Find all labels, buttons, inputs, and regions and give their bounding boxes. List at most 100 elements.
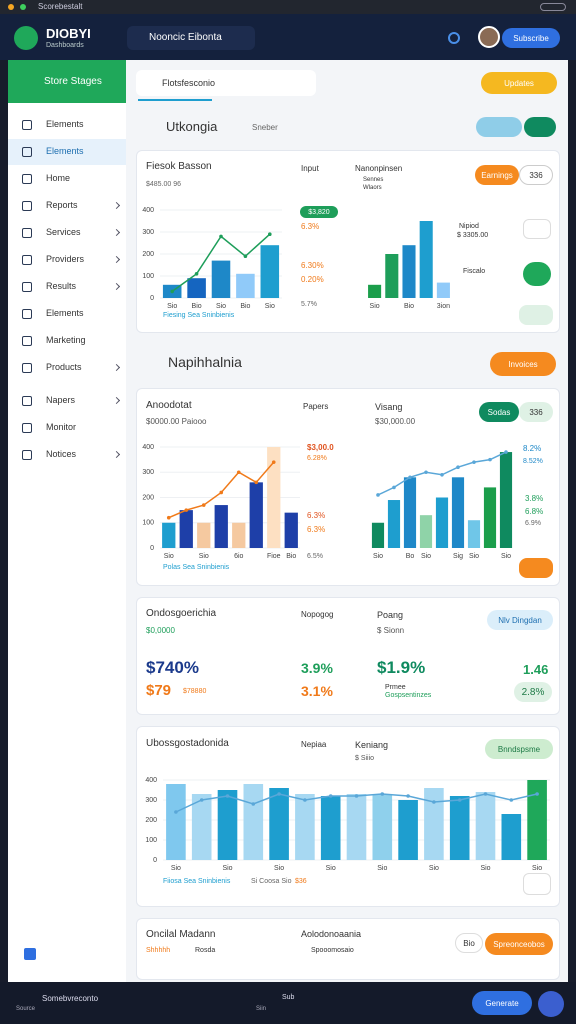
toggle[interactable]: 336: [519, 165, 553, 185]
window-button[interactable]: [540, 3, 566, 11]
card-title: Ubossgostadonida: [146, 738, 229, 749]
note: 6.3%: [307, 525, 326, 534]
sidebar-label: Home: [46, 173, 71, 183]
avatar[interactable]: [478, 26, 500, 48]
help-icon[interactable]: [24, 948, 36, 960]
column-label: Poang: [377, 610, 404, 620]
sidebar-item[interactable]: Providers: [8, 247, 126, 273]
sidebar-item[interactable]: Products: [8, 355, 126, 381]
x-tick-label: Bo: [406, 553, 415, 560]
card-title: Oncilal Madann: [146, 929, 216, 940]
bar: [398, 800, 418, 860]
sidebar-item[interactable]: Marketing: [8, 328, 126, 354]
header: DIOBYI Dashboards Nooncic Eibonta Subscr…: [0, 14, 576, 60]
sidebar-label: Products: [46, 362, 82, 372]
generate-button[interactable]: Generate: [472, 991, 532, 1015]
bar: [402, 245, 416, 298]
sidebar-item[interactable]: Results: [8, 274, 126, 300]
icon-button[interactable]: [519, 558, 553, 578]
bar: [166, 784, 186, 860]
toggle[interactable]: 336: [519, 402, 553, 422]
x-tick-label: Sig: [453, 553, 463, 560]
footnote: Si Coosa Sio: [251, 878, 292, 885]
x-tick-label: Sio: [216, 303, 226, 310]
bar: [187, 278, 206, 298]
footer-item[interactable]: Siin: [256, 1006, 267, 1012]
sidebar-label: Notices: [46, 449, 77, 459]
sidebar-icon: [22, 228, 32, 238]
sidebar-label: Providers: [46, 254, 85, 264]
toggle[interactable]: [476, 117, 522, 137]
column-sub: $ Siiio: [355, 755, 375, 762]
sidebar-item[interactable]: Monitor: [8, 415, 126, 441]
column-label: Keniang: [355, 740, 389, 750]
sidebar-icon: [22, 336, 32, 346]
note: $3,00.0: [307, 443, 334, 452]
tab-title: Scorebestalt: [38, 2, 83, 11]
sidebar-icon: [22, 282, 32, 292]
icon-button[interactable]: [523, 219, 551, 239]
column-sub: $30,000.00: [375, 417, 416, 426]
column-label: Nanonpinsen: [355, 164, 403, 173]
dot[interactable]: [8, 4, 14, 10]
bar: [527, 780, 547, 860]
bar: [449, 796, 470, 860]
bar: [320, 796, 341, 860]
icon-button[interactable]: [523, 873, 551, 895]
bar: [475, 792, 496, 860]
x-tick-label: Sio: [373, 553, 383, 560]
button[interactable]: Spreonceobos: [485, 933, 553, 955]
line: [171, 233, 271, 293]
icon-button[interactable]: [519, 305, 553, 325]
x-tick-label: 3ion: [437, 303, 450, 310]
sidebar-icon: [22, 450, 32, 460]
card: Anoodotat $0000.00 Paiooo Papers Visang …: [136, 388, 560, 586]
dot[interactable]: [20, 4, 26, 10]
sidebar-item[interactable]: Napers: [8, 388, 126, 414]
sidebar-item[interactable]: Elements: [8, 139, 126, 165]
legend: Gospsentinzes: [385, 692, 432, 699]
sidebar-item[interactable]: Services: [8, 220, 126, 246]
icon[interactable]: [448, 32, 460, 44]
button[interactable]: Nlv Dingdan: [487, 610, 553, 630]
sidebar: Store Stages Elements Elements Home Reports…: [8, 60, 126, 982]
card-subtitle: $0000.00 Paiooo: [146, 417, 207, 426]
bar: [483, 487, 497, 548]
toggle[interactable]: [524, 117, 556, 137]
toggle[interactable]: Sodas: [479, 402, 519, 422]
sidebar-label: Elements: [46, 308, 84, 318]
bar: [451, 477, 465, 548]
button[interactable]: Bnndspsme: [485, 739, 553, 759]
sidebar-top[interactable]: Store Stages: [8, 60, 126, 103]
sidebar-item[interactable]: Home: [8, 166, 126, 192]
invoices-button[interactable]: Invoices: [490, 352, 556, 376]
note: 6.9%: [525, 520, 541, 527]
sidebar-item[interactable]: Notices: [8, 442, 126, 468]
fab[interactable]: [538, 991, 564, 1017]
toggle[interactable]: Earnings: [475, 165, 519, 185]
y-tick-label: 400: [142, 207, 154, 214]
logo[interactable]: [14, 26, 38, 50]
button[interactable]: Bio: [455, 933, 483, 953]
x-tick-label: 6io: [234, 553, 243, 560]
y-tick-label: 0: [150, 295, 154, 302]
x-tick-label: Sio: [199, 553, 209, 560]
updates-button[interactable]: Updates: [481, 72, 557, 94]
x-tick-label: Bio: [286, 553, 296, 560]
bar: [501, 814, 522, 860]
sidebar-item[interactable]: Elements: [8, 112, 126, 138]
y-tick-label: 300: [142, 229, 154, 236]
line: [377, 451, 507, 496]
sidebar-item[interactable]: Reports: [8, 193, 126, 219]
footer-item[interactable]: Sub: [282, 994, 295, 1001]
subscribe-button[interactable]: Subscribe: [502, 28, 560, 48]
bar: [214, 505, 228, 548]
x-tick-label: Sio: [421, 553, 431, 560]
sidebar-item[interactable]: Elements: [8, 301, 126, 327]
selector[interactable]: Nooncic Eibonta: [127, 26, 255, 50]
badge: $3,820: [300, 206, 338, 218]
y-tick-label: 400: [145, 777, 157, 784]
search-box[interactable]: Flotsfesconio: [136, 70, 316, 96]
